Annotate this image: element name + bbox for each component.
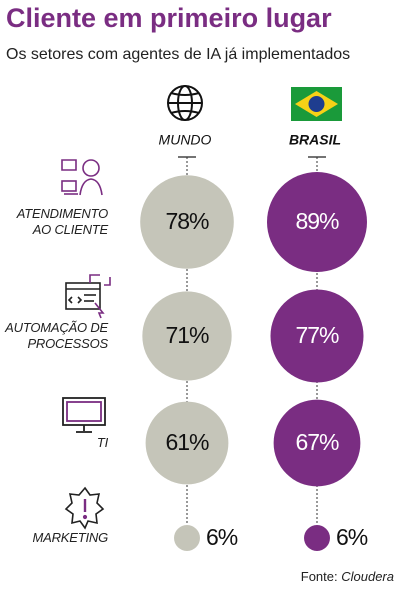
bubble — [266, 171, 368, 273]
bubble — [174, 525, 200, 551]
series-label: MUNDO — [159, 132, 212, 148]
it-icon — [62, 397, 106, 433]
chart-subtitle: Os setores com agentes de IA já implemen… — [6, 46, 350, 63]
value-label: 6% — [206, 524, 238, 550]
source: Fonte: Cloudera — [301, 569, 394, 584]
source-label: Fonte: — [301, 569, 338, 584]
category-label: AUTOMAÇÃO DE PROCESSOS — [5, 320, 108, 351]
value-label: 67% — [295, 429, 339, 455]
bubble — [145, 401, 229, 485]
value-label: 89% — [295, 208, 339, 234]
customer-service-icon — [61, 159, 103, 196]
bubble — [140, 175, 234, 269]
automation-icon — [65, 274, 111, 319]
chart-title: Cliente em primeiro lugar — [6, 3, 332, 33]
value-label: 71% — [165, 322, 209, 348]
series-label: BRASIL — [289, 132, 341, 148]
marketing-icon — [64, 486, 105, 530]
bubble — [304, 525, 330, 551]
category-label: TI — [96, 435, 108, 450]
bubble — [273, 399, 361, 487]
bubble — [270, 289, 364, 383]
value-label: 78% — [165, 208, 209, 234]
bubble — [142, 291, 232, 381]
category-label: ATENDIMENTO AO CLIENTE — [16, 206, 108, 237]
brazil-flag-icon — [291, 87, 342, 121]
value-label: 61% — [165, 429, 209, 455]
value-label: 6% — [336, 524, 368, 550]
globe-icon — [167, 85, 203, 121]
source-name: Cloudera — [341, 569, 394, 584]
value-label: 77% — [295, 322, 339, 348]
category-label: MARKETING — [32, 530, 109, 545]
